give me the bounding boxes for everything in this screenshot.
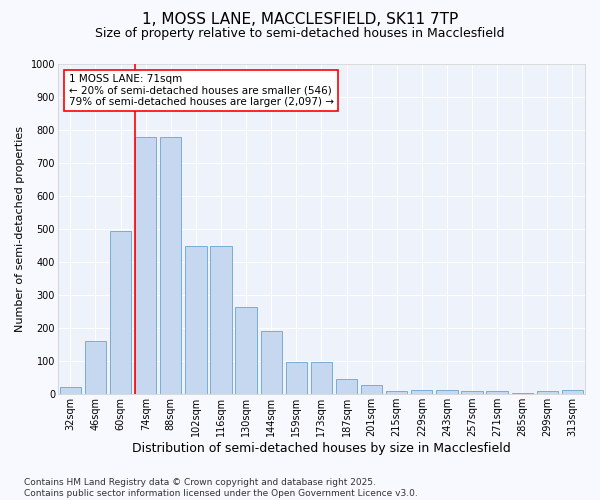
- Text: 1, MOSS LANE, MACCLESFIELD, SK11 7TP: 1, MOSS LANE, MACCLESFIELD, SK11 7TP: [142, 12, 458, 28]
- Bar: [461, 391, 483, 394]
- Bar: [436, 390, 458, 394]
- Y-axis label: Number of semi-detached properties: Number of semi-detached properties: [15, 126, 25, 332]
- X-axis label: Distribution of semi-detached houses by size in Macclesfield: Distribution of semi-detached houses by …: [132, 442, 511, 455]
- Bar: [160, 136, 181, 394]
- Bar: [336, 378, 357, 394]
- Bar: [110, 230, 131, 394]
- Bar: [185, 246, 206, 394]
- Bar: [60, 387, 81, 394]
- Bar: [286, 362, 307, 394]
- Bar: [135, 136, 157, 394]
- Text: Contains HM Land Registry data © Crown copyright and database right 2025.
Contai: Contains HM Land Registry data © Crown c…: [24, 478, 418, 498]
- Bar: [411, 390, 433, 394]
- Text: 1 MOSS LANE: 71sqm
← 20% of semi-detached houses are smaller (546)
79% of semi-d: 1 MOSS LANE: 71sqm ← 20% of semi-detache…: [68, 74, 334, 107]
- Bar: [260, 332, 282, 394]
- Bar: [311, 362, 332, 394]
- Bar: [85, 342, 106, 394]
- Bar: [386, 391, 407, 394]
- Bar: [211, 246, 232, 394]
- Text: Size of property relative to semi-detached houses in Macclesfield: Size of property relative to semi-detach…: [95, 28, 505, 40]
- Bar: [536, 391, 558, 394]
- Bar: [361, 386, 382, 394]
- Bar: [562, 390, 583, 394]
- Bar: [235, 306, 257, 394]
- Bar: [487, 391, 508, 394]
- Bar: [512, 393, 533, 394]
